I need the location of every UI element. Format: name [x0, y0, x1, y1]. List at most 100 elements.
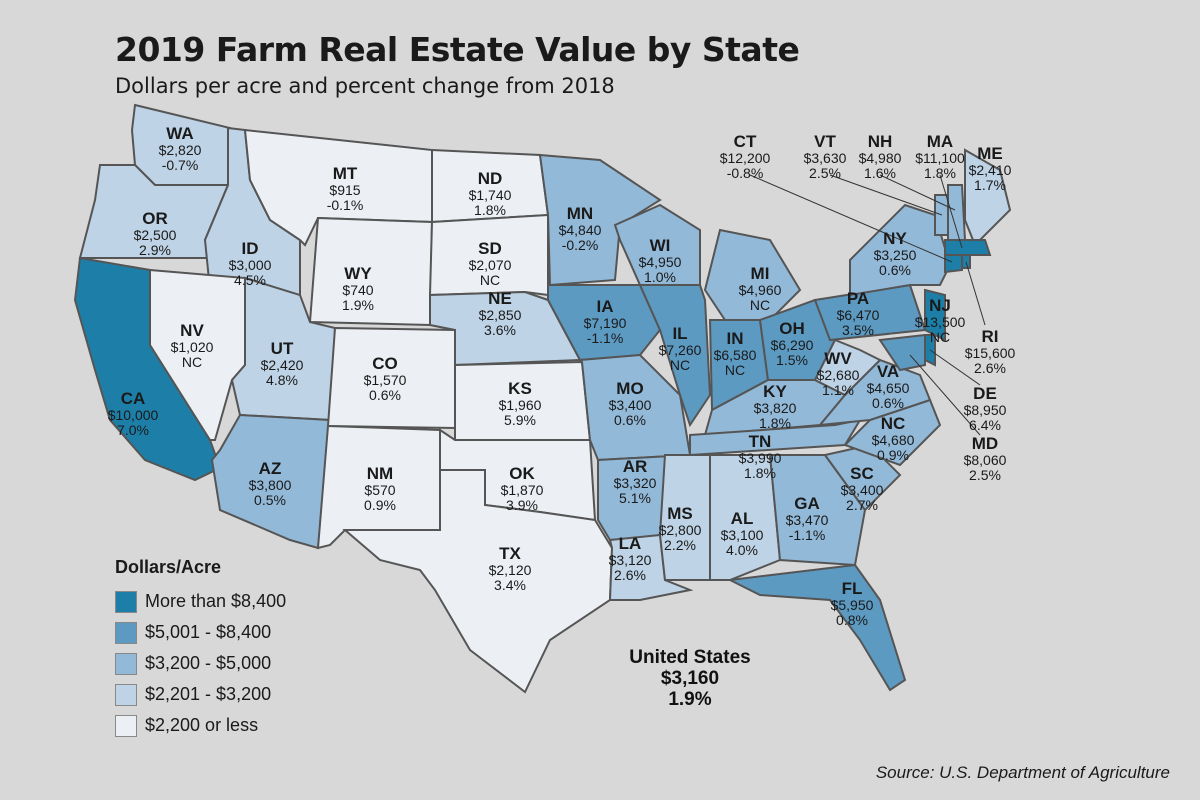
state-value: $1,960 — [498, 397, 542, 413]
state-value: $915 — [329, 182, 361, 198]
state-label-ri: RI $15,600 2.6% — [965, 328, 1016, 376]
state-change: 1.9% — [342, 297, 374, 313]
state-ri — [961, 254, 971, 269]
legend-item: $2,201 - $3,200 — [115, 679, 286, 710]
state-change: 2.7% — [846, 497, 878, 513]
state-abbr: NJ — [929, 296, 951, 315]
state-label-tn: TN $3,990 1.8% — [739, 433, 782, 481]
state-abbr: IN — [726, 329, 744, 348]
state-al — [709, 454, 782, 581]
state-nh — [947, 184, 967, 241]
state-label-va: VA $4,650 0.6% — [867, 363, 910, 411]
state-nc — [843, 398, 942, 467]
state-shapes — [73, 103, 1012, 694]
state-label-de: DE $8,950 6.4% — [964, 385, 1007, 433]
state-abbr: MT — [332, 164, 358, 183]
state-change: 1.1% — [822, 382, 854, 398]
state-change: 4.8% — [266, 372, 298, 388]
legend-label: $5,001 - $8,400 — [145, 622, 272, 642]
state-value: $4,960 — [738, 282, 782, 298]
state-abbr: AZ — [258, 459, 282, 478]
state-value: $1,870 — [500, 482, 544, 498]
state-label-wi: WI $4,950 1.0% — [639, 237, 682, 285]
state-abbr: NH — [867, 132, 893, 151]
state-value: $3,800 — [248, 477, 292, 493]
state-abbr: CO — [372, 354, 398, 373]
state-change: 0.5% — [254, 492, 286, 508]
state-change: 1.8% — [924, 165, 956, 181]
state-label-me: ME $2,410 1.7% — [969, 145, 1012, 193]
state-value: $4,950 — [638, 254, 682, 270]
state-abbr: TX — [499, 544, 521, 563]
state-abbr: WI — [649, 236, 671, 255]
state-label-pa: PA $6,470 3.5% — [837, 290, 880, 338]
state-label-az: AZ $3,800 0.5% — [249, 460, 292, 508]
state-label-la: LA $3,120 2.6% — [609, 535, 652, 583]
state-label-tx: TX $2,120 3.4% — [489, 545, 532, 593]
state-label-nj: NJ $13,500 NC — [915, 297, 966, 345]
state-change: 3.9% — [506, 497, 538, 513]
state-abbr: ID — [241, 239, 259, 258]
legend-swatch — [115, 590, 137, 613]
state-change: NC — [479, 272, 501, 288]
state-abbr: WA — [166, 124, 194, 143]
source-note: Source: U.S. Department of Agriculture — [875, 763, 1170, 782]
leader-line-vt — [829, 174, 943, 216]
state-label-ok: OK $1,870 3.9% — [501, 465, 544, 513]
state-abbr: KS — [508, 379, 532, 398]
state-value: $12,200 — [719, 150, 771, 166]
leader-line-nh — [879, 174, 956, 211]
leader-line-de — [929, 349, 981, 386]
state-value: $740 — [342, 282, 374, 298]
state-abbr: VT — [814, 132, 836, 151]
state-label-wv: WV $2,680 1.1% — [817, 350, 860, 398]
state-label-ut: UT $2,420 4.8% — [261, 340, 304, 388]
state-label-ar: AR $3,320 5.1% — [614, 458, 657, 506]
state-value: $15,600 — [964, 345, 1016, 361]
state-il — [638, 284, 712, 428]
state-change: NC — [724, 362, 746, 378]
state-abbr: OH — [779, 319, 805, 338]
state-nj — [924, 288, 946, 342]
state-value: $2,850 — [478, 307, 522, 323]
state-abbr: MI — [750, 264, 770, 283]
state-label-id: ID $3,000 4.5% — [229, 240, 272, 288]
state-ms — [658, 454, 711, 581]
state-abbr: MD — [971, 434, 999, 453]
state-abbr: UT — [270, 339, 294, 358]
state-label-nd: ND $1,740 1.8% — [469, 170, 512, 218]
legend-label: $2,200 or less — [145, 715, 259, 735]
leader-line-ct — [749, 174, 953, 263]
state-value: $3,400 — [608, 397, 652, 413]
state-abbr: ME — [977, 144, 1003, 163]
state-change: 0.8% — [836, 612, 868, 628]
us-total-change: 1.9% — [668, 689, 712, 710]
state-change: 6.4% — [969, 417, 1001, 433]
state-label-il: IL $7,260 NC — [659, 325, 702, 373]
state-abbr: DE — [973, 384, 997, 403]
state-abbr: ND — [477, 169, 503, 188]
state-abbr: TN — [748, 432, 772, 451]
state-value: $10,000 — [107, 407, 159, 423]
state-abbr: MO — [616, 379, 644, 398]
state-abbr: WV — [824, 349, 852, 368]
state-abbr: IA — [596, 297, 614, 316]
state-value: $4,980 — [858, 150, 902, 166]
state-label-ca: CA $10,000 7.0% — [108, 390, 159, 438]
state-change: 4.0% — [726, 542, 758, 558]
state-label-wa: WA $2,820 -0.7% — [159, 125, 202, 173]
map-title: 2019 Farm Real Estate Value by State — [115, 30, 800, 69]
state-abbr: PA — [846, 289, 870, 308]
state-abbr: FL — [841, 579, 863, 598]
state-change: 0.6% — [369, 387, 401, 403]
state-change: 5.9% — [504, 412, 536, 428]
state-label-nc: NC $4,680 0.9% — [872, 415, 915, 463]
state-label-oh: OH $6,290 1.5% — [771, 320, 814, 368]
state-value: $4,650 — [866, 380, 910, 396]
state-change: 1.7% — [974, 177, 1006, 193]
state-value: $1,020 — [170, 339, 214, 355]
leader-line-md — [909, 354, 981, 436]
state-change: 0.9% — [877, 447, 909, 463]
state-tx — [342, 469, 614, 694]
state-abbr: VA — [876, 362, 900, 381]
